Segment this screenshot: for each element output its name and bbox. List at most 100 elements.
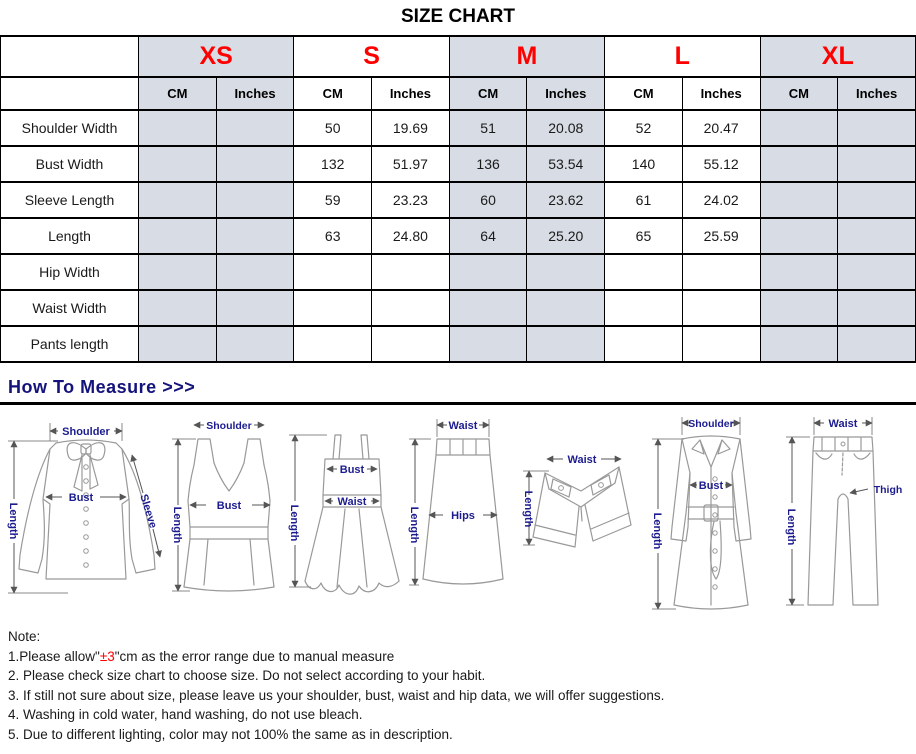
row-label-cell: Shoulder Width [0, 109, 139, 147]
size-header-cell: L [604, 35, 761, 78]
blouse-sleeve-label: Sleeve [137, 493, 159, 530]
measurement-row: Length 63 24.80 64 25.20 65 25.59 [0, 217, 916, 255]
measurement-row: Hip Width [0, 253, 916, 291]
garment-outline [532, 466, 632, 548]
skirt-length-label: Length [408, 507, 420, 544]
skirt-waist-label: Waist [449, 420, 478, 432]
value-cell: 50 [293, 109, 373, 147]
note-line-4: 4. Washing in cold water, hand washing, … [8, 707, 363, 722]
size-header-row: XS S M L XL [0, 35, 916, 78]
value-cell: 64 [448, 217, 528, 255]
unit-header-cell: CM [448, 76, 528, 111]
page-title: SIZE CHART [401, 6, 515, 27]
value-cell [759, 253, 839, 291]
divider [0, 402, 916, 405]
value-cell: 23.62 [526, 181, 606, 219]
value-cell [215, 109, 295, 147]
measurement-row: Sleeve Length 59 23.23 60 23.62 61 24.02 [0, 181, 916, 219]
unit-header-cell: CM [293, 76, 373, 111]
unit-header-cell: CM [604, 76, 683, 111]
size-header-cell: XS [137, 35, 295, 78]
dimension-lines: Waist Thigh Length [785, 417, 903, 606]
corner-cell [0, 76, 139, 111]
blouse-bust-label: Bust [69, 492, 94, 504]
value-cell: 51 [448, 109, 528, 147]
garment-outline [304, 434, 400, 595]
pants-thigh-label: Thigh [874, 484, 903, 496]
value-cell: 23.23 [371, 181, 450, 219]
value-cell [138, 181, 217, 219]
dress-bust-label: Bust [340, 464, 365, 476]
value-cell [215, 325, 295, 363]
value-cell [448, 289, 528, 327]
value-cell [759, 145, 839, 183]
value-cell [293, 253, 373, 291]
value-cell [759, 325, 839, 363]
dimension-lines: Bust Waist Length [288, 434, 381, 588]
value-cell: 52 [604, 109, 683, 147]
value-cell [604, 289, 683, 327]
garment-outline [183, 438, 275, 592]
value-cell [448, 325, 528, 363]
value-cell [138, 109, 217, 147]
value-cell: 132 [293, 145, 373, 183]
blouse-length-label: Length [7, 503, 19, 540]
figure-skirt: Waist Hips Length [408, 419, 504, 586]
value-cell: 24.02 [681, 181, 761, 219]
value-cell [371, 325, 450, 363]
value-cell [681, 325, 761, 363]
value-cell: 61 [604, 181, 683, 219]
row-label-cell: Waist Width [0, 289, 139, 327]
value-cell [138, 217, 217, 255]
shorts-length-label: Length [522, 491, 534, 528]
value-cell [138, 289, 217, 327]
pants-waist-label: Waist [828, 418, 857, 430]
value-cell [837, 217, 916, 255]
size-chart-table: XS S M L XL CM Inches CM Inches CM Inche… [0, 35, 916, 363]
value-cell: 140 [604, 145, 683, 183]
value-cell [759, 217, 839, 255]
how-to-measure-heading: How To Measure >>> [8, 377, 196, 397]
value-cell [681, 289, 761, 327]
row-label-cell: Sleeve Length [0, 181, 139, 219]
value-cell: 25.59 [681, 217, 761, 255]
dimension-lines: Shoulder Bust Length [651, 417, 741, 610]
value-cell [215, 289, 295, 327]
value-cell: 59 [293, 181, 373, 219]
pants-length-label: Length [785, 509, 797, 546]
value-cell [759, 181, 839, 219]
size-header-cell: M [448, 35, 606, 78]
value-cell [215, 181, 295, 219]
value-cell [837, 109, 916, 147]
figure-vest: Shoulder Bust Length [171, 420, 275, 592]
unit-header-cell: Inches [215, 76, 295, 111]
figure-shorts: Waist Length [522, 454, 632, 548]
value-cell: 60 [448, 181, 528, 219]
unit-header-cell: Inches [837, 76, 916, 111]
vest-shoulder-label: Shoulder [206, 420, 252, 432]
note-line-1: 1.Please allow"±3"cm as the error range … [8, 647, 908, 667]
corner-cell [0, 35, 139, 78]
value-cell [604, 253, 683, 291]
value-cell [138, 145, 217, 183]
measurement-row: Bust Width 132 51.97 136 53.54 140 55.12 [0, 145, 916, 183]
note-line-3: 3. If still not sure about size, please … [8, 687, 665, 703]
measurement-row: Shoulder Width 50 19.69 51 20.08 52 20.4… [0, 109, 916, 147]
coat-bust-label: Bust [699, 480, 724, 492]
figure-cami-dress: Bust Waist Length [288, 434, 400, 595]
value-cell [526, 289, 606, 327]
note-1-highlight: ±3 [99, 648, 115, 664]
unit-header-cell: Inches [681, 76, 761, 111]
measure-figures: Shoulder Bust Sleeve Length [0, 405, 916, 619]
row-label-cell: Bust Width [0, 145, 139, 183]
value-cell [293, 289, 373, 327]
value-cell [371, 253, 450, 291]
value-cell: 24.80 [371, 217, 450, 255]
coat-length-label: Length [651, 513, 663, 550]
value-cell [293, 325, 373, 363]
value-cell [138, 325, 217, 363]
skirt-hips-label: Hips [451, 510, 475, 522]
value-cell [759, 289, 839, 327]
value-cell [837, 325, 916, 363]
value-cell: 65 [604, 217, 683, 255]
